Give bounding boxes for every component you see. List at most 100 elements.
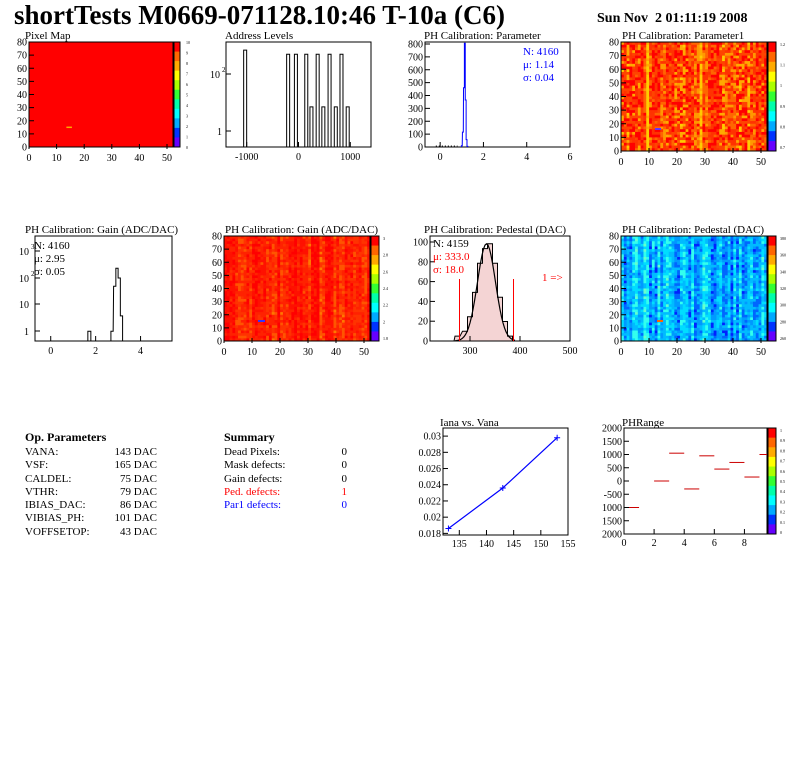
heatmap-cell <box>229 251 233 255</box>
heatmap-cell <box>736 82 740 87</box>
heatmap-cell <box>657 296 661 300</box>
heatmap-cell <box>761 47 765 51</box>
heatmap-cell <box>750 74 754 78</box>
heatmap-cell <box>235 275 239 279</box>
heatmap-cell <box>699 74 703 78</box>
heatmap-cell <box>302 338 306 342</box>
heatmap-cell <box>626 112 630 116</box>
heatmap-cell <box>705 104 709 108</box>
heatmap-cell <box>621 88 625 92</box>
heatmap-cell <box>632 243 636 247</box>
heatmap-cell <box>730 101 734 106</box>
heatmap-cell <box>761 69 765 73</box>
heatmap-cell <box>355 241 360 245</box>
heatmap-cell <box>713 142 717 146</box>
heatmap-cell <box>336 264 340 268</box>
heatmap-cell <box>649 312 653 316</box>
heatmap-cell <box>347 272 351 276</box>
heatmap-cell <box>719 99 723 103</box>
heatmap-cell <box>750 123 754 127</box>
heatmap-cell <box>705 69 709 73</box>
heatmap-cell <box>319 296 323 300</box>
heatmap-cell <box>716 137 720 141</box>
heatmap-cell <box>238 320 242 324</box>
heatmap-cell <box>294 333 298 337</box>
heatmap-cell <box>637 291 642 295</box>
heatmap-cell <box>252 236 256 240</box>
heatmap-cell <box>254 317 259 321</box>
heatmap-cell <box>657 267 661 271</box>
heatmap-cell <box>736 148 740 152</box>
heatmap-cell <box>755 77 759 81</box>
heatmap-cell <box>623 267 628 271</box>
heatmap-cell <box>651 283 656 287</box>
heatmap-cell <box>316 238 320 242</box>
heatmap-cell <box>364 296 368 300</box>
heatmap-cell <box>629 137 633 141</box>
heatmap-cell <box>730 77 734 81</box>
heatmap-cell <box>750 148 754 152</box>
heatmap-cell <box>724 123 729 127</box>
heatmap-cell <box>313 330 318 334</box>
heatmap-cell <box>621 306 625 310</box>
heatmap-cell <box>305 246 309 250</box>
heatmap-cell <box>679 123 684 127</box>
heatmap-cell <box>632 275 636 279</box>
pixel-map-y-label: 60 <box>17 64 27 75</box>
heatmap-cell <box>336 236 340 240</box>
heatmap-cell <box>699 93 703 97</box>
heatmap-cell <box>646 71 650 76</box>
heatmap-cell <box>263 314 267 318</box>
heatmap-cell <box>677 134 681 138</box>
gain-map-z-label: 3 <box>383 236 385 241</box>
heatmap-cell <box>643 91 647 95</box>
heatmap-cell <box>252 299 256 303</box>
heatmap-cell <box>302 249 306 253</box>
heatmap-cell <box>635 285 639 289</box>
heatmap-cell <box>705 134 709 138</box>
heatmap-cell <box>736 101 740 106</box>
heatmap-cell <box>325 262 329 266</box>
heatmap-cell <box>654 121 658 125</box>
heatmap-cell <box>344 241 348 245</box>
heatmap-cell <box>367 241 371 245</box>
heatmap-cell <box>713 93 717 97</box>
heatmap-cell <box>750 129 754 133</box>
heatmap-cell <box>336 338 340 342</box>
heatmap-cell <box>764 131 768 136</box>
heatmap-cell <box>358 338 362 342</box>
heatmap-cell <box>319 309 323 313</box>
heatmap-cell <box>651 335 656 339</box>
heatmap-cell <box>637 314 642 318</box>
heatmap-cell <box>288 241 292 245</box>
heatmap-cell <box>626 288 630 292</box>
heatmap-cell <box>646 131 650 136</box>
panel-title-gain-hist: PH Calibration: Gain (ADC/DAC) <box>25 224 179 236</box>
heatmap-cell <box>344 296 348 300</box>
heatmap-cell <box>643 96 647 100</box>
heatmap-cell <box>733 61 737 65</box>
heatmap-cell <box>353 314 357 318</box>
heatmap-cell <box>758 77 762 81</box>
heatmap-cell <box>637 74 642 78</box>
pixel-map-colorbar-segment <box>174 89 180 100</box>
heatmap-cell <box>708 74 712 78</box>
heatmap-cell <box>635 288 639 292</box>
heatmap-cell <box>651 118 656 122</box>
heatmap-cell <box>621 85 625 89</box>
heatmap-cell <box>280 251 284 255</box>
heatmap-cell <box>640 69 644 73</box>
heatmap-cell <box>344 338 348 342</box>
heatmap-cell <box>685 63 689 67</box>
heatmap-cell <box>341 262 346 266</box>
heatmap-cell <box>246 301 250 305</box>
heatmap-cell <box>643 241 647 245</box>
heatmap-cell <box>643 123 647 127</box>
heatmap-cell <box>674 47 678 51</box>
heatmap-cell <box>339 280 343 284</box>
heatmap-cell <box>361 275 365 279</box>
gain-y-label: 10 <box>19 274 29 285</box>
heatmap-cell <box>621 333 625 337</box>
heatmap-cell <box>724 126 729 130</box>
heatmap-cell <box>226 254 231 258</box>
